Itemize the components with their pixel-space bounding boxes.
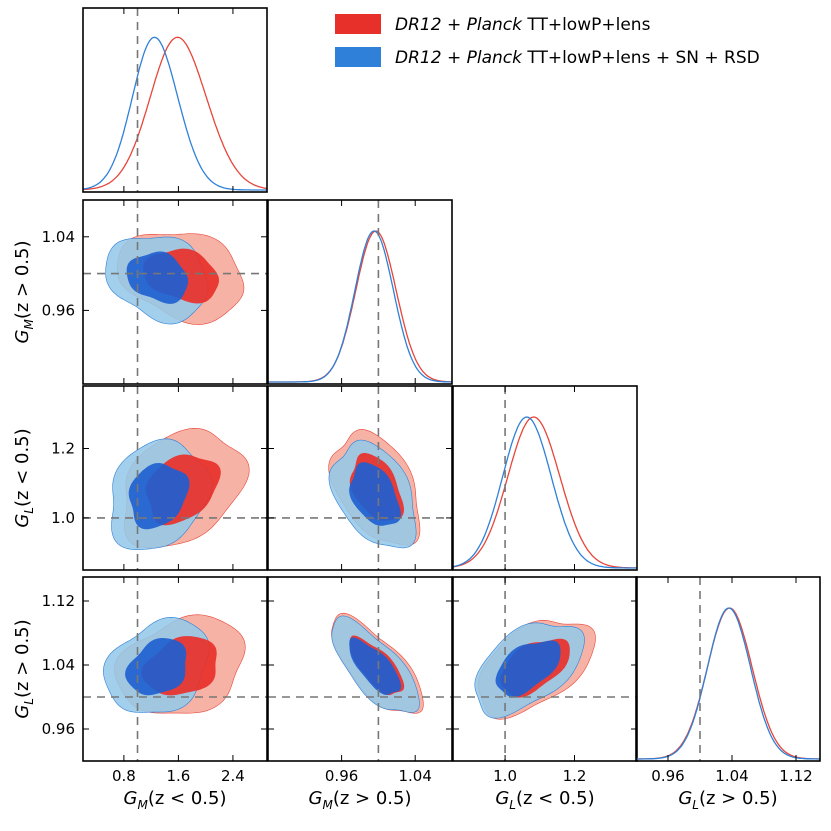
legend-label-1: DR12 + Planck TT+lowP+lens [395,15,651,35]
panel-content [83,8,267,192]
panel-frame [82,7,268,193]
marginal-curve-2 [636,607,820,760]
panel-content [636,577,820,761]
y-tick-label: 1.0 [51,509,75,527]
panel-frame [452,576,638,762]
panel-frame [82,576,268,762]
y-axis-label-gl_high: GL(z > 0.5) [12,619,36,718]
panel-frame [267,385,453,571]
panel-gl_high-vs-gl_high [635,576,821,762]
panel-gl_high-vs-gm_low [82,576,268,762]
y-tick-label: 0.96 [42,720,75,738]
contour-68-series-2 [126,251,189,304]
panel-gl_low-vs-gm_high [267,385,453,571]
panel-content [83,577,267,761]
panel-frame [267,199,453,385]
panel-frame [82,385,268,571]
y-tick-label: 1.12 [42,592,75,610]
panel-gm_high-vs-gm_low [82,199,268,385]
marginal-curve-1 [636,607,820,760]
contour-68-series-2 [128,463,190,530]
legend-label-2: DR12 + Planck TT+lowP+lens + SN + RSD [395,48,760,68]
x-tick-label: 0.96 [651,767,684,785]
y-axis-label-gm_high: GM(z > 0.5) [12,241,36,344]
marginal-curve-2 [453,416,637,569]
panel-content [268,200,452,384]
x-tick-label: 0.8 [112,767,136,785]
panel-content [268,386,452,570]
marginal-curve-2 [268,230,452,383]
panel-content [83,386,267,570]
panel-content [268,577,452,761]
panel-content [453,577,637,761]
x-axis-label-gm_low: GM(z < 0.5) [124,788,227,812]
panel-content [83,200,267,384]
x-tick-label: 1.0 [493,767,517,785]
panel-gm_high-vs-gm_high [267,199,453,385]
panel-gl_low-vs-gm_low [82,385,268,571]
x-tick-label: 0.96 [325,767,358,785]
y-tick-label: 1.2 [51,439,75,457]
panel-frame [267,576,453,762]
x-axis-label-gm_high: GM(z > 0.5) [309,788,412,812]
panel-gl_high-vs-gm_high [267,576,453,762]
x-tick-label: 1.6 [166,767,190,785]
x-axis-label-gl_low: GL(z < 0.5) [495,788,594,812]
contour-68-series-2 [495,640,561,698]
panel-gl_high-vs-gl_low [452,576,638,762]
y-tick-label: 0.96 [42,301,75,319]
marginal-curve-1 [268,230,452,383]
panel-frame [452,385,638,571]
legend-swatch-1 [335,14,381,34]
x-tick-label: 1.04 [715,767,748,785]
marginal-curve-2 [83,36,267,191]
panel-frame [82,199,268,385]
marginal-curve-1 [83,36,267,191]
x-tick-label: 2.4 [221,767,245,785]
panel-gl_low-vs-gl_low [452,385,638,571]
contour-68-series-2 [349,637,402,695]
y-axis-label-gl_low: GL(z < 0.5) [12,428,36,527]
panel-content [453,386,637,570]
contour-68-series-2 [349,462,401,526]
x-tick-label: 1.2 [563,767,587,785]
y-tick-label: 1.04 [42,656,75,674]
x-tick-label: 1.04 [398,767,431,785]
legend-swatch-2 [335,47,381,67]
x-axis-label-gl_high: GL(z > 0.5) [678,788,777,812]
marginal-curve-1 [453,416,637,569]
panel-frame [635,576,821,762]
contour-68-series-2 [125,638,187,696]
y-tick-label: 1.04 [42,228,75,246]
legend: DR12 + Planck TT+lowP+lens DR12 + Planck … [335,14,760,68]
panel-gm_low-vs-gm_low [82,7,268,193]
x-tick-label: 1.12 [779,767,812,785]
